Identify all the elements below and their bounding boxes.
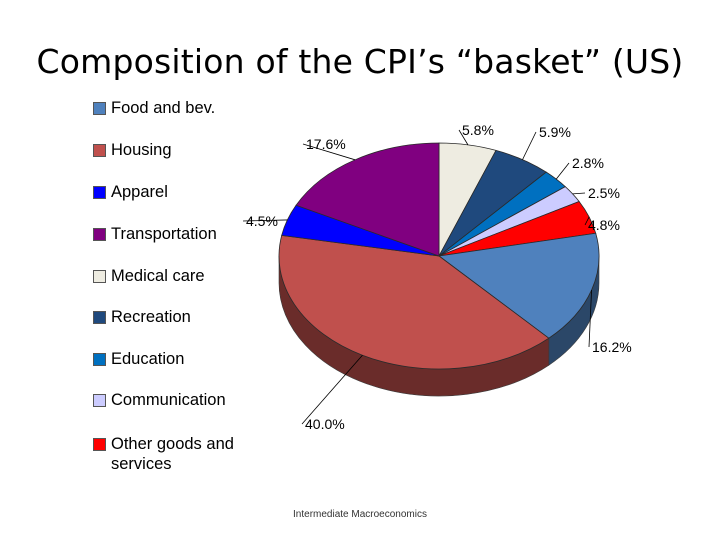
label-leader-line <box>555 162 570 180</box>
legend-item: Communication <box>93 390 226 410</box>
slice-value-label: 40.0% <box>305 416 345 432</box>
label-leader-line <box>572 192 586 195</box>
legend-swatch <box>93 353 106 366</box>
slide-footer: Intermediate Macroeconomics <box>293 509 427 520</box>
legend-swatch <box>93 311 106 324</box>
legend-item: Medical care <box>93 266 205 286</box>
slice-value-label: 16.2% <box>592 339 632 355</box>
legend-item: Education <box>93 349 184 369</box>
legend-swatch <box>93 394 106 407</box>
label-leader-line <box>522 131 537 160</box>
slice-value-label: 5.8% <box>462 122 494 138</box>
slice-value-label: 2.5% <box>588 185 620 201</box>
legend-item: Housing <box>93 140 172 160</box>
legend-label: Medical care <box>111 267 205 285</box>
legend-item: Other goods and services <box>93 434 261 474</box>
legend-label: Food and bev. <box>111 99 216 117</box>
legend-swatch <box>93 438 106 451</box>
slice-value-label: 2.8% <box>572 155 604 171</box>
legend-item: Transportation <box>93 224 217 244</box>
legend-item: Recreation <box>93 307 191 327</box>
legend-item: Food and bev. <box>93 98 215 118</box>
legend-label: Transportation <box>111 225 217 243</box>
label-leader-line <box>242 219 288 222</box>
legend-swatch <box>93 102 106 115</box>
legend-label: Housing <box>111 141 172 159</box>
pie-slice <box>295 142 440 257</box>
legend-label: Communication <box>111 391 226 409</box>
legend-label: Education <box>111 350 185 368</box>
legend-swatch <box>93 144 106 157</box>
slice-value-label: 17.6% <box>306 136 346 152</box>
slide-title: Composition of the CPI’s “basket” (US) <box>36 42 684 81</box>
legend-swatch <box>93 270 106 283</box>
legend-label: Apparel <box>111 183 168 201</box>
slice-value-label: 5.9% <box>539 124 571 140</box>
legend-swatch <box>93 228 106 241</box>
label-leader-line <box>584 216 590 226</box>
pie-top <box>278 142 600 370</box>
legend-item: Apparel <box>93 182 168 202</box>
pie-slice <box>278 234 550 370</box>
label-leader-line <box>301 354 363 425</box>
slice-value-label: 4.8% <box>588 217 620 233</box>
label-leader-line <box>588 290 592 348</box>
label-leader-line <box>458 129 469 146</box>
pie-labels: 5.8% 5.9%2.8% 2.5% 4.8% 16.2% 40.0% 4.5% 17.6% <box>242 122 632 432</box>
legend-label: Other goods and services <box>111 435 234 473</box>
legend-label: Recreation <box>111 308 191 326</box>
slice-value-label: 4.5% <box>246 213 278 229</box>
label-leader-line <box>302 143 356 161</box>
legend-swatch <box>93 186 106 199</box>
